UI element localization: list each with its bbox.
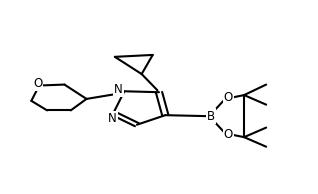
- Text: B: B: [207, 110, 215, 123]
- Text: O: O: [224, 128, 233, 141]
- Text: N: N: [108, 112, 117, 125]
- Text: O: O: [224, 91, 233, 104]
- Text: N: N: [114, 83, 123, 96]
- Text: O: O: [33, 77, 42, 90]
